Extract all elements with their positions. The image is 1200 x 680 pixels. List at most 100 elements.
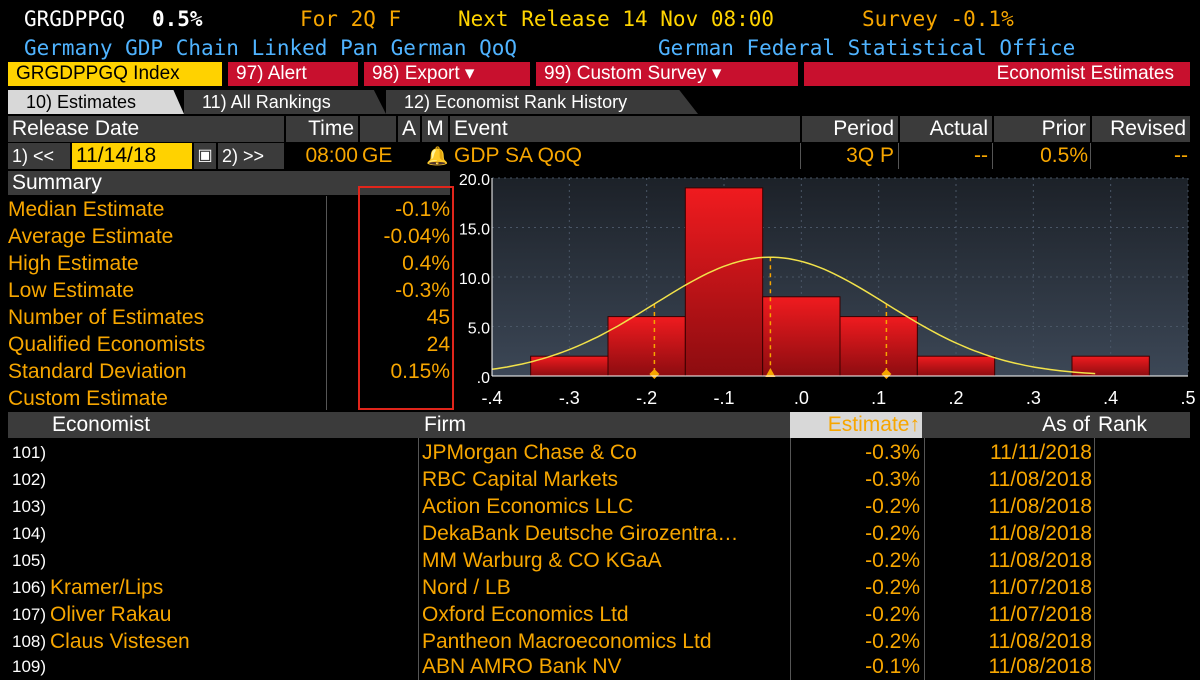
x-tick-label: -.1 — [713, 388, 734, 408]
histogram-bar — [607, 316, 686, 377]
as-of-date: 11/11/2018 — [990, 441, 1092, 464]
event-name[interactable]: GDP SA QoQ — [454, 144, 582, 167]
estimate-value: -0.3% — [865, 468, 920, 491]
x-tick-label: .5 — [1180, 388, 1195, 408]
estimate-value: -0.2% — [865, 603, 920, 626]
x-tick-label: .4 — [1103, 388, 1118, 408]
y-tick-label: .0 — [477, 370, 490, 387]
summary-label: Custom Estimate — [8, 387, 168, 410]
table-row[interactable]: 105) MM Warburg & CO KGaA -0.2% 11/08/20… — [8, 547, 1190, 574]
table-row[interactable]: 109) ABN AMRO Bank NV -0.1% 11/08/2018 — [8, 653, 1190, 680]
header-firm[interactable]: Firm — [424, 413, 466, 436]
summary-label: Standard Deviation — [8, 360, 187, 383]
summary-label: Low Estimate — [8, 279, 135, 302]
prev-release-button[interactable]: 1) << — [8, 143, 70, 169]
summary-row-low: Low Estimate -0.3% — [8, 277, 452, 304]
histogram-bar — [916, 355, 996, 377]
summary-row-high: High Estimate 0.4% — [8, 250, 452, 277]
divider — [418, 438, 419, 680]
row-number: 102) — [12, 470, 47, 489]
x-tick-label: -.4 — [481, 388, 502, 408]
row-number: 106) — [12, 578, 47, 597]
as-of-date: 11/08/2018 — [988, 549, 1092, 572]
x-tick-label: -.2 — [636, 388, 657, 408]
firm-name: ABN AMRO Bank NV — [422, 655, 622, 678]
table-row[interactable]: 107) Oliver Rakau Oxford Economics Ltd -… — [8, 601, 1190, 628]
divider — [924, 438, 925, 680]
table-row[interactable]: 102) RBC Capital Markets -0.3% 11/08/201… — [8, 466, 1190, 493]
summary-row-median: Median Estimate -0.1% — [8, 196, 452, 223]
estimate-value: -0.2% — [865, 549, 920, 572]
divider — [326, 196, 327, 410]
release-date-input[interactable]: 11/14/18 — [72, 143, 192, 169]
estimate-value: -0.1% — [865, 655, 920, 678]
table-row[interactable]: 108) Claus Vistesen Pantheon Macroeconom… — [8, 628, 1190, 655]
toolbar: GRGDPPGQ Index 97) Alert 98) Export ▾ 99… — [0, 62, 1200, 86]
summary-row-average: Average Estimate -0.04% — [8, 223, 452, 250]
last-value: 0.5% — [152, 7, 203, 31]
row-number: 103) — [12, 497, 47, 516]
tab-economist-rank-history[interactable]: 12) Economist Rank History — [386, 90, 698, 114]
index-button[interactable]: GRGDPPGQ Index — [8, 62, 222, 86]
estimate-value: -0.2% — [865, 495, 920, 518]
row-number: 104) — [12, 524, 47, 543]
x-tick-label: -.3 — [559, 388, 580, 408]
source-text: German Federal Statistical Office — [658, 36, 1076, 60]
survey-value: Survey -0.1% — [862, 7, 1014, 31]
mean-marker — [765, 368, 776, 377]
as-of-date: 11/07/2018 — [988, 576, 1092, 599]
header-revised: Revised — [1092, 116, 1190, 142]
summary-row-custom[interactable]: Custom Estimate — [8, 385, 452, 412]
summary-value: -0.3% — [395, 279, 450, 302]
table-row[interactable]: 103) Action Economics LLC -0.2% 11/08/20… — [8, 493, 1190, 520]
export-button[interactable]: 98) Export ▾ — [364, 62, 530, 86]
header-period: Period — [802, 116, 898, 142]
header-prior: Prior — [994, 116, 1090, 142]
table-row[interactable]: 101) JPMorgan Chase & Co -0.3% 11/11/201… — [8, 439, 1190, 466]
firm-name: Oxford Economics Ltd — [422, 603, 629, 626]
alert-button[interactable]: 97) Alert — [228, 62, 358, 86]
tab-all-rankings[interactable]: 11) All Rankings — [184, 90, 386, 114]
table-row[interactable]: 104) DekaBank Deutsche Girozentra… -0.2%… — [8, 520, 1190, 547]
firm-name: DekaBank Deutsche Girozentra… — [422, 522, 739, 545]
estimate-distribution-chart: 20.015.010.05.0.0-.4 -.3 -.2 -.1.0.1.2.3.4.… — [459, 172, 1196, 408]
bell-icon[interactable]: 🔔 — [426, 146, 449, 166]
divider — [800, 143, 801, 169]
summary-value: 0.4% — [402, 252, 450, 275]
economist-name: Claus Vistesen — [50, 630, 190, 653]
summary-label: Median Estimate — [8, 198, 165, 221]
divider — [992, 143, 993, 169]
header-rank[interactable]: Rank — [1098, 413, 1148, 436]
header-economist[interactable]: Economist — [52, 413, 151, 436]
event-period: 3Q P — [846, 144, 894, 167]
firm-name: MM Warburg & CO KGaA — [422, 549, 662, 572]
table-row[interactable]: 106) Kramer/Lips Nord / LB -0.2% 11/07/2… — [8, 574, 1190, 601]
divider — [790, 438, 791, 680]
header-estimate[interactable]: Estimate↑ — [827, 413, 920, 436]
row-number: 101) — [12, 443, 47, 462]
header-as-of[interactable]: As of — [1042, 413, 1090, 436]
next-release: Next Release 14 Nov 08:00 — [458, 7, 775, 31]
row-number: 108) — [12, 632, 47, 651]
y-tick-label: 15.0 — [459, 222, 490, 239]
summary-label: Average Estimate — [8, 225, 174, 248]
histogram-bar — [839, 316, 918, 377]
event-prior: 0.5% — [1040, 144, 1088, 167]
normal-curve — [491, 256, 1096, 375]
tab-estimates[interactable]: 10) Estimates — [8, 90, 184, 114]
header-actual: Actual — [900, 116, 992, 142]
as-of-date: 11/08/2018 — [988, 495, 1092, 518]
histogram-bar — [762, 296, 841, 377]
custom-survey-button[interactable]: 99) Custom Survey ▾ — [536, 62, 798, 86]
histogram-bar — [684, 187, 764, 377]
calendar-icon[interactable]: ▣ — [194, 143, 216, 169]
as-of-date: 11/07/2018 — [988, 603, 1092, 626]
header-time: Time — [286, 116, 358, 142]
summary-value: -0.1% — [395, 198, 450, 221]
divider — [898, 143, 899, 169]
x-tick-label: .1 — [871, 388, 886, 408]
economist-name: Kramer/Lips — [50, 576, 164, 599]
as-of-date: 11/08/2018 — [988, 655, 1092, 678]
next-release-button[interactable]: 2) >> — [218, 143, 284, 169]
x-tick-label: .2 — [948, 388, 963, 408]
